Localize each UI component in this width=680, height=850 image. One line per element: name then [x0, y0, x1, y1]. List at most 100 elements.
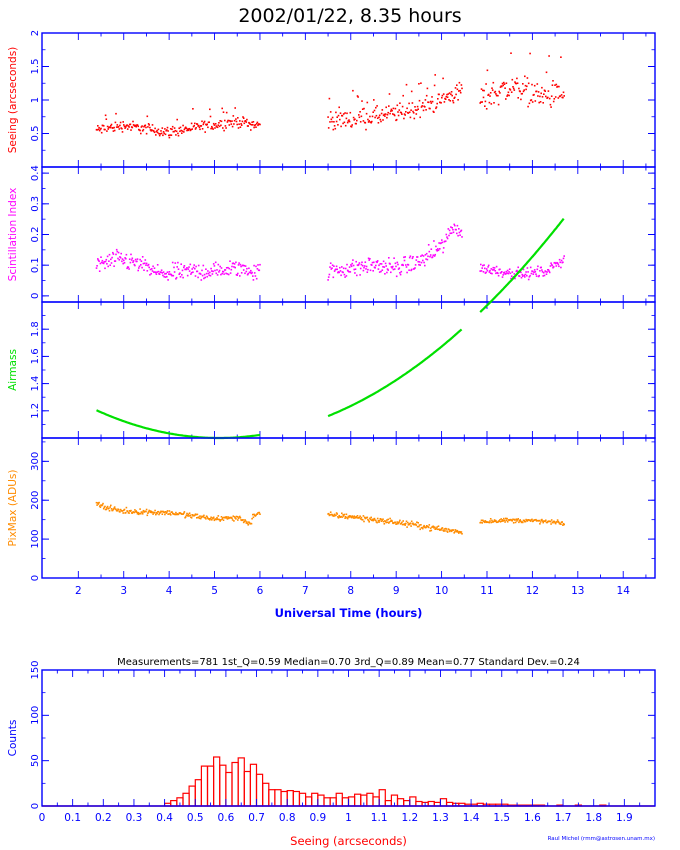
data-point	[425, 252, 428, 255]
data-point	[380, 518, 382, 520]
data-point	[542, 275, 544, 277]
data-point	[459, 230, 462, 233]
data-point	[359, 515, 361, 517]
data-point	[412, 110, 414, 113]
data-point	[192, 271, 194, 273]
histogram-bar	[439, 798, 448, 807]
data-point	[424, 254, 427, 256]
data-point	[203, 121, 205, 124]
data-point	[515, 270, 518, 273]
data-point	[139, 258, 141, 261]
data-point	[450, 91, 453, 93]
data-point	[388, 93, 391, 95]
data-point	[480, 519, 483, 522]
data-point	[433, 526, 436, 528]
data-point	[401, 521, 403, 524]
data-point	[523, 519, 525, 522]
data-point	[441, 241, 444, 244]
data-point	[514, 81, 516, 83]
data-point	[405, 266, 408, 268]
data-point	[518, 275, 521, 277]
data-point	[502, 84, 504, 87]
data-point	[204, 131, 206, 133]
data-point	[393, 113, 395, 116]
data-point	[358, 262, 361, 264]
data-point	[165, 272, 167, 275]
data-point	[447, 228, 450, 230]
data-point	[230, 268, 233, 271]
data-point	[418, 261, 421, 263]
data-point	[227, 273, 230, 276]
data-point	[550, 523, 552, 525]
data-point	[417, 108, 419, 110]
data-point	[135, 125, 137, 128]
data-point	[384, 273, 386, 275]
data-point	[489, 272, 492, 274]
data-point	[394, 262, 397, 265]
data-point	[359, 274, 361, 276]
data-point	[516, 269, 518, 272]
data-point	[135, 510, 137, 512]
data-point	[203, 273, 206, 276]
data-point	[554, 522, 557, 525]
data-point	[173, 271, 176, 273]
data-point	[134, 509, 136, 511]
data-point	[148, 124, 150, 126]
data-point	[416, 521, 418, 523]
data-point	[197, 264, 200, 267]
data-point	[138, 267, 140, 269]
x-tick-label: 0.4	[156, 812, 173, 824]
data-point	[251, 271, 253, 274]
data-point	[211, 125, 213, 128]
data-point	[485, 83, 487, 85]
data-point	[452, 231, 455, 234]
data-point	[199, 128, 201, 131]
data-point	[454, 87, 457, 89]
data-point	[220, 120, 223, 123]
data-point	[115, 112, 117, 115]
data-point	[422, 527, 424, 530]
data-point	[147, 264, 149, 267]
data-point	[206, 123, 208, 126]
data-point	[140, 126, 143, 128]
data-point	[252, 516, 255, 519]
data-point	[106, 130, 108, 132]
data-point	[456, 84, 458, 86]
data-point	[149, 126, 151, 129]
data-point	[259, 513, 261, 515]
data-point	[359, 518, 362, 520]
data-point	[442, 247, 445, 249]
x-tick-label: 12	[526, 585, 539, 597]
data-point	[406, 107, 408, 110]
data-point	[418, 83, 420, 85]
data-point	[97, 503, 100, 505]
data-point	[529, 266, 532, 269]
data-point	[259, 263, 261, 266]
data-point	[173, 127, 176, 129]
data-point	[548, 271, 551, 274]
data-point	[419, 528, 421, 531]
data-point	[450, 93, 452, 96]
data-point	[450, 232, 453, 234]
data-point	[164, 128, 166, 130]
data-point	[361, 100, 363, 102]
x-tick-label: 3	[120, 585, 127, 597]
data-point	[558, 258, 561, 261]
data-point	[100, 261, 103, 264]
data-point	[513, 89, 516, 91]
data-point	[430, 529, 433, 532]
data-point	[114, 260, 117, 262]
data-point	[356, 516, 358, 519]
data-point	[218, 519, 221, 521]
data-point	[340, 515, 342, 518]
data-point	[161, 513, 164, 515]
data-point	[211, 270, 213, 272]
x-tick-label: 0.7	[248, 812, 265, 824]
data-point	[126, 267, 128, 270]
data-point	[442, 530, 445, 532]
x-tick-label: 0.2	[95, 812, 112, 824]
data-point	[407, 524, 410, 526]
data-point	[115, 253, 117, 256]
data-point	[481, 267, 483, 269]
histogram-bar	[243, 770, 252, 807]
